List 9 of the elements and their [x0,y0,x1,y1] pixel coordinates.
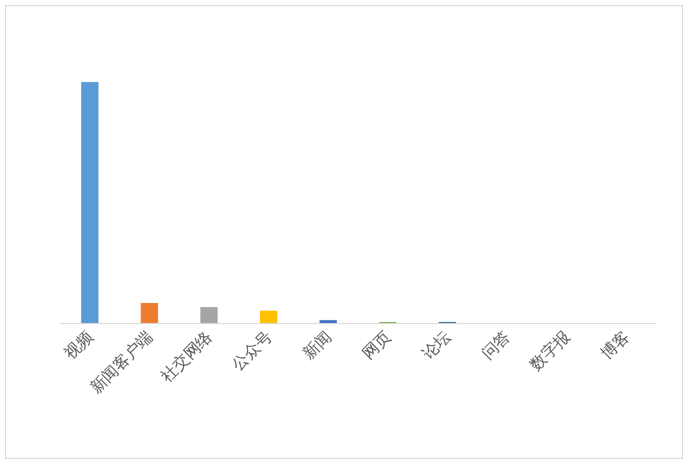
x-tick-label: 博客 [596,326,634,363]
x-tick-label: 网页 [358,326,395,363]
x-tick-label: 问答 [478,326,514,363]
x-tick-label: 新闻 [298,326,336,363]
x-tick-label: 公众号 [228,326,276,374]
x-tick-label: 社交网络 [157,326,216,386]
x-tick-label: 论坛 [418,326,454,363]
x-tick-label: 视频 [60,326,97,363]
x-tick-label: 数字报 [526,326,574,374]
